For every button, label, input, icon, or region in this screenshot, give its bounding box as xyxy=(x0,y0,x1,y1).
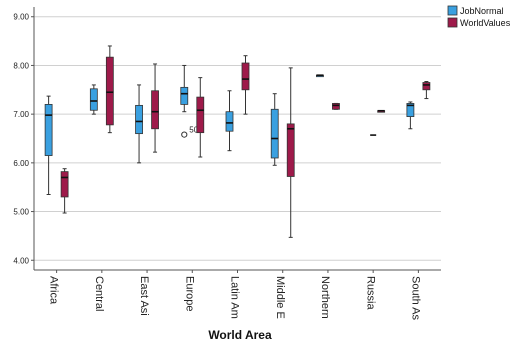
box-jobnormal xyxy=(44,95,53,196)
y-tick-label: 5.00 xyxy=(13,208,29,217)
box-worldvalues xyxy=(105,45,114,134)
y-tick-label: 7.00 xyxy=(13,110,29,119)
legend-label: WorldValues xyxy=(460,18,511,28)
box xyxy=(196,96,205,134)
box xyxy=(422,82,431,91)
box xyxy=(105,56,114,126)
box-worldvalues xyxy=(151,63,159,153)
y-tick-label: 9.00 xyxy=(13,13,29,22)
box-worldvalues xyxy=(332,102,340,110)
box xyxy=(225,111,234,132)
box-worldvalues xyxy=(377,109,386,113)
box xyxy=(241,62,250,91)
outlier-label: 50 xyxy=(189,126,198,135)
box-jobnormal xyxy=(406,101,415,130)
y-axis: 4.00 5.00 6.00 7.00 8.00 9.00 xyxy=(13,7,35,270)
category-label: Russia xyxy=(364,276,376,311)
boxes: 50 xyxy=(44,45,431,238)
category-label: Africa xyxy=(48,276,60,305)
box-worldvalues xyxy=(241,55,250,115)
box xyxy=(270,108,279,159)
legend-swatch xyxy=(447,17,458,28)
box xyxy=(406,103,415,117)
box xyxy=(286,123,295,177)
box-jobnormal xyxy=(180,64,189,113)
category-label: South As xyxy=(409,276,421,321)
box-worldvalues xyxy=(60,168,69,214)
x-axis: Africa Central East Asi Europe Latin Am Middl… xyxy=(34,269,441,321)
category-label: Latin Am xyxy=(229,276,241,319)
box-jobnormal xyxy=(225,90,234,152)
y-tick-label: 4.00 xyxy=(13,256,29,265)
box xyxy=(60,171,69,198)
y-tick-label: 6.00 xyxy=(13,159,29,168)
x-axis-title: World Area xyxy=(208,328,272,342)
legend: JobNormal WorldValues xyxy=(447,5,511,28)
box-jobnormal xyxy=(270,93,279,166)
box-jobnormal xyxy=(135,84,143,164)
category-label: Central xyxy=(93,276,105,311)
box-worldvalues xyxy=(422,81,431,100)
legend-label: JobNormal xyxy=(460,6,504,16)
box-worldvalues xyxy=(286,67,295,238)
box xyxy=(135,104,143,135)
box xyxy=(44,104,53,156)
box-jobnormal xyxy=(89,84,98,115)
box xyxy=(89,88,98,111)
category-label: Northern xyxy=(319,276,331,319)
box-jobnormal xyxy=(316,74,324,78)
box xyxy=(180,86,189,105)
box xyxy=(151,90,159,130)
box-worldvalues xyxy=(196,77,205,158)
y-tick-label: 8.00 xyxy=(13,61,29,70)
category-label: Europe xyxy=(183,276,195,311)
category-label: Middle E xyxy=(274,276,286,319)
outlier-point xyxy=(181,131,188,138)
legend-swatch xyxy=(447,5,458,16)
category-label: East Asi xyxy=(138,276,150,316)
gridlines xyxy=(34,16,441,261)
box xyxy=(332,103,340,110)
